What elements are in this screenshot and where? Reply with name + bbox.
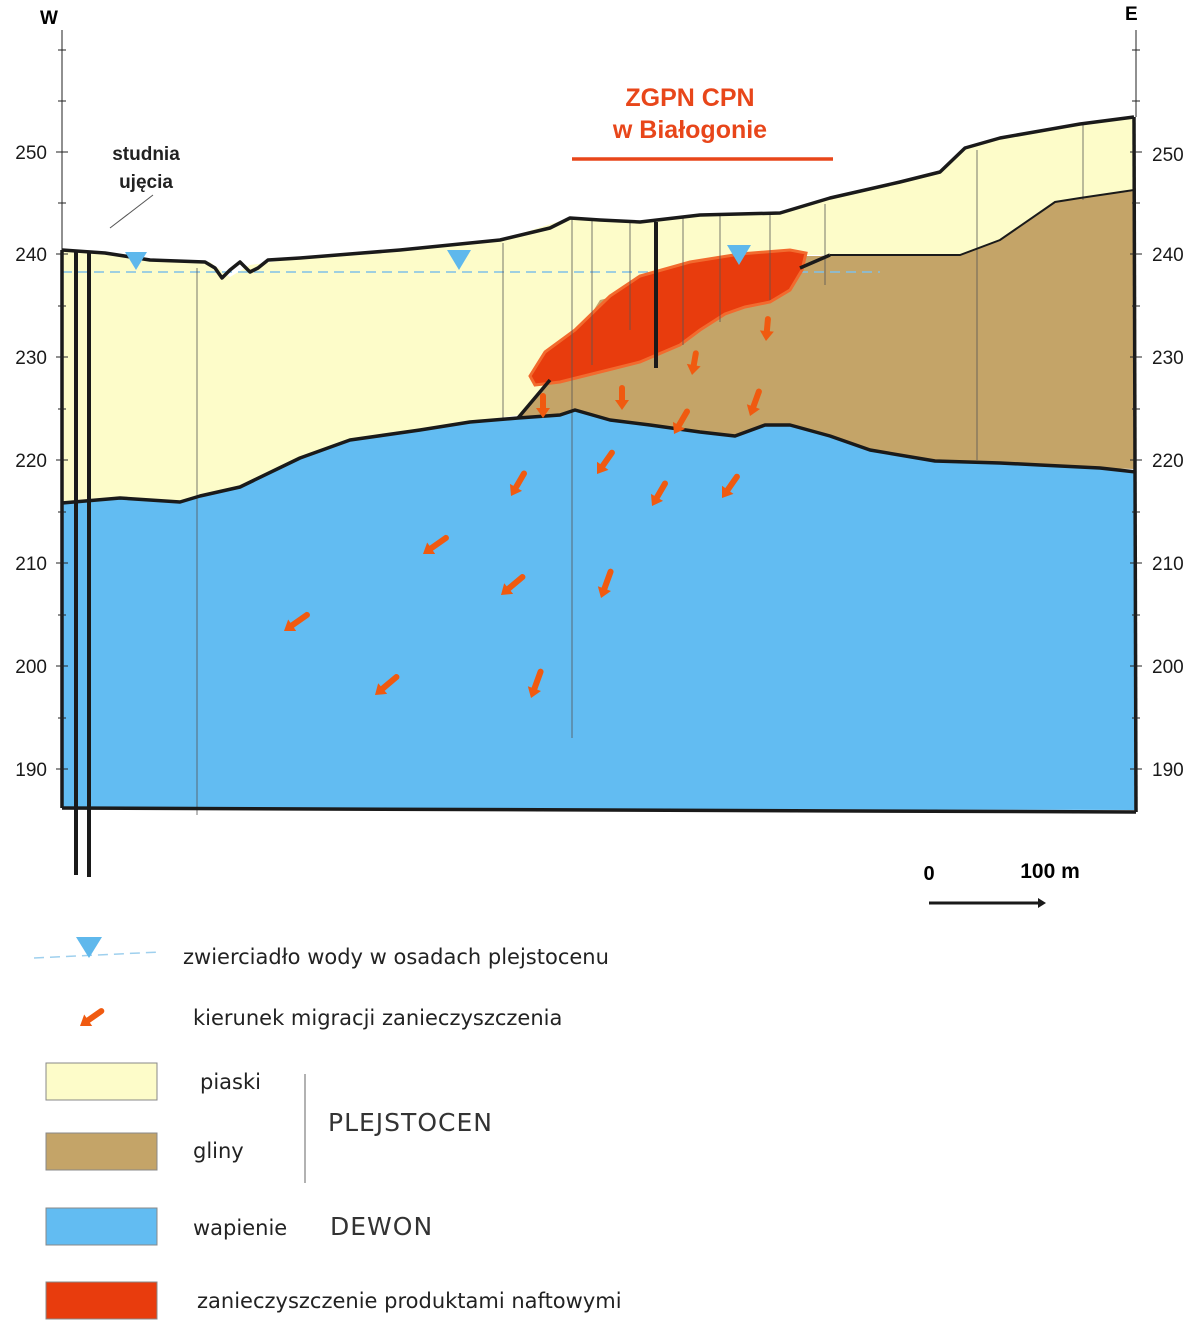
- water-marker-icon: [76, 937, 102, 958]
- migration-arrows: [284, 316, 774, 698]
- elevation-axis-right: [1130, 30, 1142, 770]
- migration-arrow: [423, 534, 449, 554]
- tick-label: 250: [1152, 145, 1184, 166]
- tick-label: 240: [15, 245, 47, 266]
- water-marker: [125, 252, 147, 270]
- legend-sand-label: piaski: [200, 1070, 261, 1094]
- legend-migration: kierunek migracji zanieczyszczenia: [80, 1006, 562, 1030]
- legend-contamination-label: zanieczyszczenie produktami naftowymi: [197, 1289, 622, 1313]
- legend-pleistocene-label: PLEJSTOCEN: [328, 1108, 493, 1137]
- clay-layer: [518, 191, 1134, 469]
- migration-arrow: [527, 668, 544, 698]
- legend: zwierciadło wody w osadach plejstocenu k…: [33, 937, 622, 1320]
- migration-arrow: [722, 473, 740, 498]
- migration-arrow-icon: [80, 1008, 105, 1026]
- tick-label: 240: [1152, 245, 1184, 266]
- migration-arrow: [746, 388, 762, 416]
- tick-label: 210: [1152, 554, 1184, 575]
- legend-migration-label: kierunek migracji zanieczyszczenia: [193, 1006, 562, 1030]
- legend-water-table-label: zwierciadło wody w osadach plejstocenu: [183, 945, 609, 969]
- west-label: W: [40, 8, 58, 29]
- legend-sand: piaski: [45, 1062, 261, 1101]
- migration-arrow: [686, 350, 701, 375]
- tick-label: 210: [15, 554, 47, 575]
- site-label-line2: w Białogonie: [612, 116, 767, 144]
- layer-boundaries: [60, 115, 1138, 814]
- site-label-line1: ZGPN CPN: [625, 84, 754, 112]
- water-table-markers: [125, 245, 751, 270]
- left-tick-labels: 250 240 230 220 210 200 190: [15, 143, 47, 781]
- migration-arrow: [284, 611, 310, 631]
- migration-arrow: [597, 568, 614, 598]
- migration-arrow: [759, 316, 774, 341]
- tick-label: 200: [1152, 657, 1184, 678]
- scale-end-label: 100 m: [1020, 860, 1080, 883]
- tick-label: 190: [1152, 760, 1184, 781]
- legend-water-table: zwierciadło wody w osadach plejstocenu: [33, 937, 609, 969]
- well-casing: [74, 252, 91, 877]
- tick-label: 190: [15, 760, 47, 781]
- scale-start-label: 0: [923, 863, 934, 885]
- tick-label: 230: [15, 348, 47, 369]
- migration-arrow: [672, 408, 690, 434]
- limestone-layer: [62, 410, 1136, 810]
- tick-label: 220: [15, 451, 47, 472]
- migration-arrow: [650, 480, 668, 506]
- right-tick-labels: 250 240 230 220 210 200 190: [1152, 145, 1184, 781]
- sand-layer: [62, 117, 1134, 503]
- well-leader-line: [109, 194, 154, 229]
- east-label: E: [1125, 4, 1138, 25]
- water-marker: [447, 250, 471, 270]
- tick-label: 250: [15, 143, 47, 164]
- elevation-axis-left: [56, 30, 68, 770]
- migration-arrow: [509, 470, 527, 496]
- migration-arrow: [375, 674, 400, 695]
- legend-limestone: wapienie: [45, 1207, 287, 1246]
- migration-arrow: [597, 449, 615, 474]
- migration-arrow: [536, 393, 550, 418]
- water-marker: [727, 245, 751, 265]
- legend-contamination: zanieczyszczenie produktami naftowymi: [45, 1281, 622, 1320]
- legend-clay-label: gliny: [193, 1139, 244, 1163]
- legend-limestone-label: wapienie: [193, 1216, 287, 1240]
- boreholes: [196, 124, 1084, 815]
- migration-arrow: [501, 574, 526, 595]
- tick-label: 220: [1152, 451, 1184, 472]
- clay-top-boundary: [830, 189, 1135, 256]
- scale-bar: 0 100 m: [923, 860, 1080, 908]
- well-label-line2: ujęcia: [119, 172, 173, 193]
- well-label-line1: studnia: [112, 144, 180, 165]
- legend-devonian-label: DEWON: [330, 1212, 433, 1241]
- tick-label: 230: [1152, 348, 1184, 369]
- legend-clay: gliny: [45, 1132, 244, 1171]
- migration-arrow: [615, 385, 629, 410]
- tick-label: 200: [15, 657, 47, 678]
